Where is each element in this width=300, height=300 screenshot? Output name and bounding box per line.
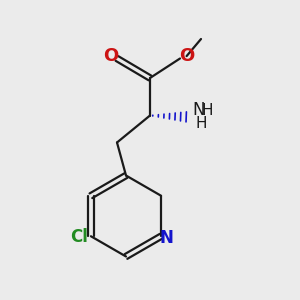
Text: O: O — [103, 47, 118, 65]
Text: N: N — [192, 101, 205, 119]
Text: H: H — [202, 103, 213, 118]
Text: H: H — [196, 116, 207, 130]
Text: O: O — [179, 47, 194, 65]
Text: Cl: Cl — [70, 228, 88, 246]
Text: N: N — [160, 229, 173, 247]
